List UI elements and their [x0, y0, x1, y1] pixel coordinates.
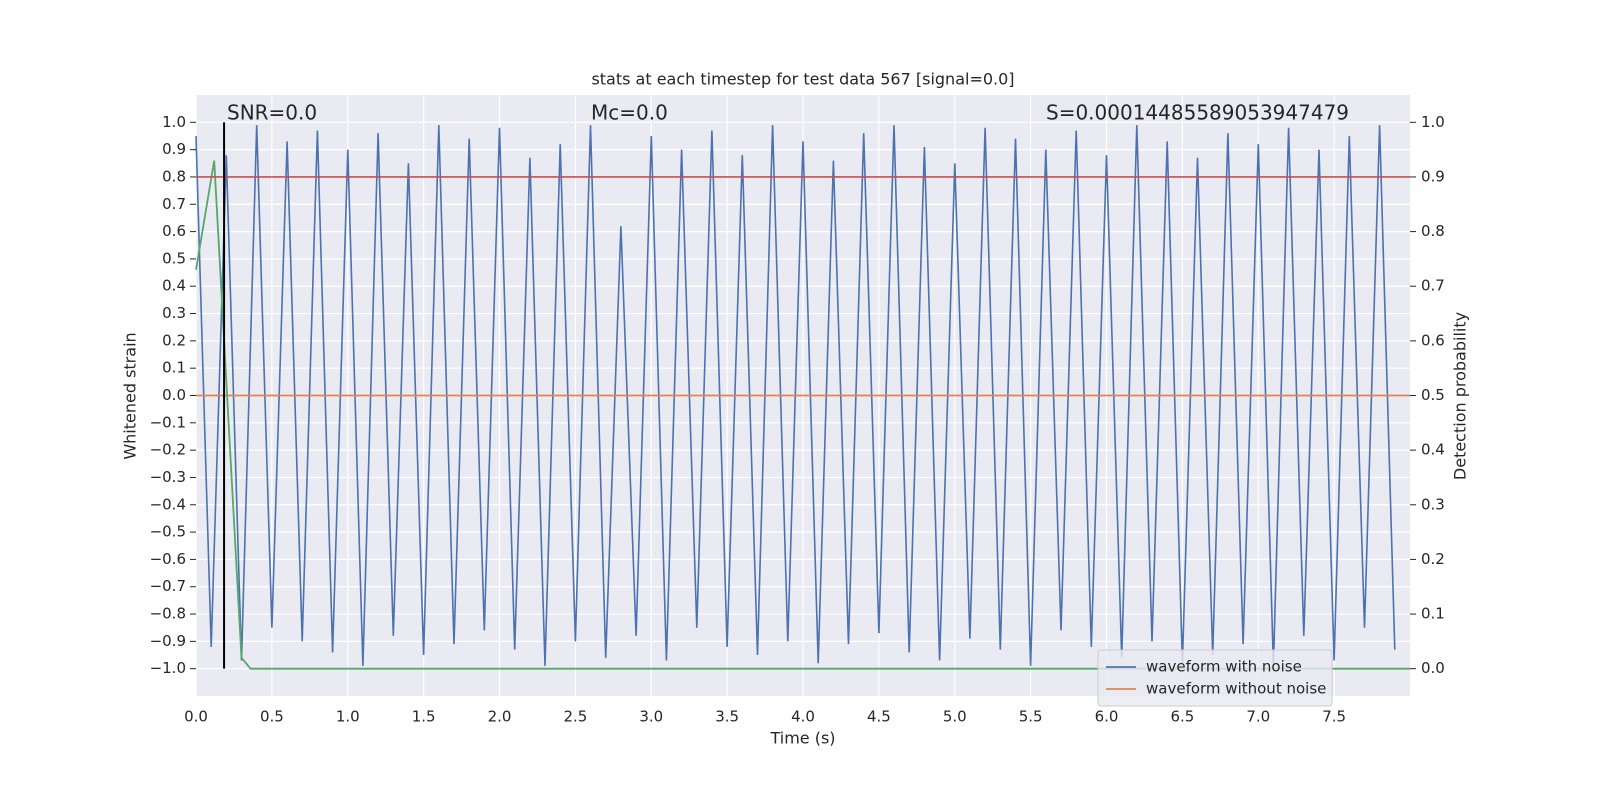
y-tick-label: −0.1	[150, 413, 186, 431]
y-tick-label: 0.5	[162, 249, 186, 267]
y2-tick-label: 0.5	[1421, 386, 1445, 404]
y2-tick-label: 0.7	[1421, 277, 1445, 295]
y2-tick-label: 0.6	[1421, 331, 1445, 349]
y2-axis-label: Detection probability	[1451, 312, 1470, 480]
y-tick-label: 0.7	[162, 195, 186, 213]
marks	[195, 122, 1410, 670]
annotation: SNR=0.0	[227, 101, 317, 125]
x-tick-label: 2.0	[488, 708, 512, 726]
annotation: Mc=0.0	[591, 101, 668, 125]
x-tick-label: 7.0	[1246, 708, 1270, 726]
y-tick-label: 0.2	[162, 331, 186, 349]
y-tick-label: 0.1	[162, 359, 186, 377]
y2-tick-label: 0.3	[1421, 495, 1445, 513]
y2-tick-label: 0.4	[1421, 441, 1445, 459]
y-tick-label: −0.3	[150, 468, 186, 486]
y-tick-label: 0.8	[162, 167, 186, 185]
legend-box	[1097, 649, 1333, 707]
y-axis-label: Whitened strain	[121, 332, 140, 459]
y-tick-label: −0.5	[150, 523, 186, 541]
x-tick-label: 1.0	[336, 708, 360, 726]
x-tick-label: 7.5	[1322, 708, 1346, 726]
x-tick-label: 5.5	[1019, 708, 1043, 726]
x-tick-label: 3.0	[639, 708, 663, 726]
x-tick-label: 2.5	[563, 708, 587, 726]
chart-title: stats at each timestep for test data 567…	[591, 70, 1014, 89]
x-tick-label: 0.0	[184, 708, 208, 726]
y-tick-label: 0.3	[162, 304, 186, 322]
y-tick-label: −0.2	[150, 441, 186, 459]
y2-tick-label: 0.0	[1421, 659, 1445, 677]
y-tick-label: −0.9	[150, 632, 186, 650]
y-tick-label: −0.4	[150, 495, 186, 513]
y2-tick-label: 0.1	[1421, 605, 1445, 623]
y-tick-label: −1.0	[150, 659, 186, 677]
x-tick-label: 6.0	[1095, 708, 1119, 726]
y-tick-label: 1.0	[162, 113, 186, 131]
x-tick-label: 3.5	[715, 708, 739, 726]
series-line	[195, 125, 1396, 666]
y-tick-label: 0.9	[162, 140, 186, 158]
x-tick-label: 4.0	[791, 708, 815, 726]
y2-tick-label: 1.0	[1421, 113, 1445, 131]
y-tick-label: −0.8	[150, 605, 186, 623]
x-axis-label: Time (s)	[769, 729, 835, 748]
x-tick-label: 4.5	[867, 708, 891, 726]
series-line	[195, 160, 1410, 670]
y-tick-label: −0.6	[150, 550, 186, 568]
y-tick-label: 0.0	[162, 386, 186, 404]
y2-tick-label: 0.8	[1421, 222, 1445, 240]
x-tick-label: 0.5	[260, 708, 284, 726]
legend-label: waveform with noise	[1146, 658, 1302, 676]
y2-tick-label: 0.2	[1421, 550, 1445, 568]
x-tick-label: 5.0	[943, 708, 967, 726]
x-tick-label: 6.5	[1170, 708, 1194, 726]
y-tick-label: −0.7	[150, 577, 186, 595]
y-tick-label: 0.6	[162, 222, 186, 240]
x-tick-label: 1.5	[412, 708, 436, 726]
y2-tick-label: 0.9	[1421, 167, 1445, 185]
annotation: S=0.00014485589053947479	[1046, 101, 1349, 125]
y-tick-label: 0.4	[162, 277, 186, 295]
legend-label: waveform without noise	[1146, 680, 1326, 698]
